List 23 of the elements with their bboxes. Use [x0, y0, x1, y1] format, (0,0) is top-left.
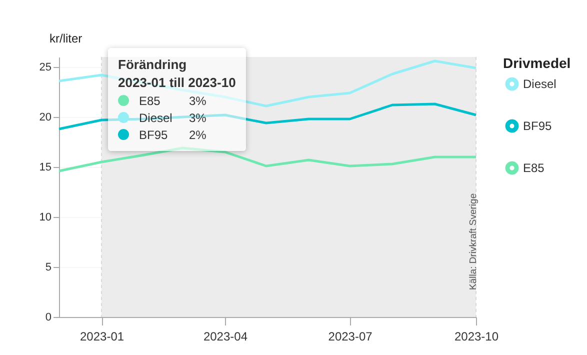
text: E85 3% — [139, 94, 206, 108]
text: BF95 2% — [139, 128, 206, 142]
y-tick-label: 5 — [45, 262, 52, 274]
y-tick-label: 10 — [39, 212, 52, 224]
x-tick-label: 2023-07 — [328, 330, 373, 344]
line-series — [58, 146, 478, 172]
text: Diesel 3% — [139, 110, 206, 124]
legend-title: Drivmedel — [503, 55, 571, 71]
legend-label: Diesel — [523, 77, 556, 91]
y-tick-label: 25 — [39, 62, 52, 74]
annotation: 2023-01 till 2023-10 — [118, 74, 236, 92]
x-tick-label: 2023-10 — [454, 330, 499, 344]
y-tick-label: 20 — [39, 112, 52, 124]
line-series — [58, 60, 478, 108]
legend-label: BF95 — [523, 119, 552, 133]
annotation: Källa: Drivkraft Sverige — [468, 193, 479, 290]
y-tick-label: 15 — [39, 162, 52, 174]
legend-label: E85 — [523, 161, 545, 175]
y-axis-title: kr/liter — [50, 32, 82, 46]
x-tick-label: 2023-04 — [203, 330, 248, 344]
y-tick-label: 0 — [45, 312, 52, 324]
x-tick-label: 2023-01 — [80, 330, 124, 344]
annotation: Förändring — [118, 56, 188, 74]
